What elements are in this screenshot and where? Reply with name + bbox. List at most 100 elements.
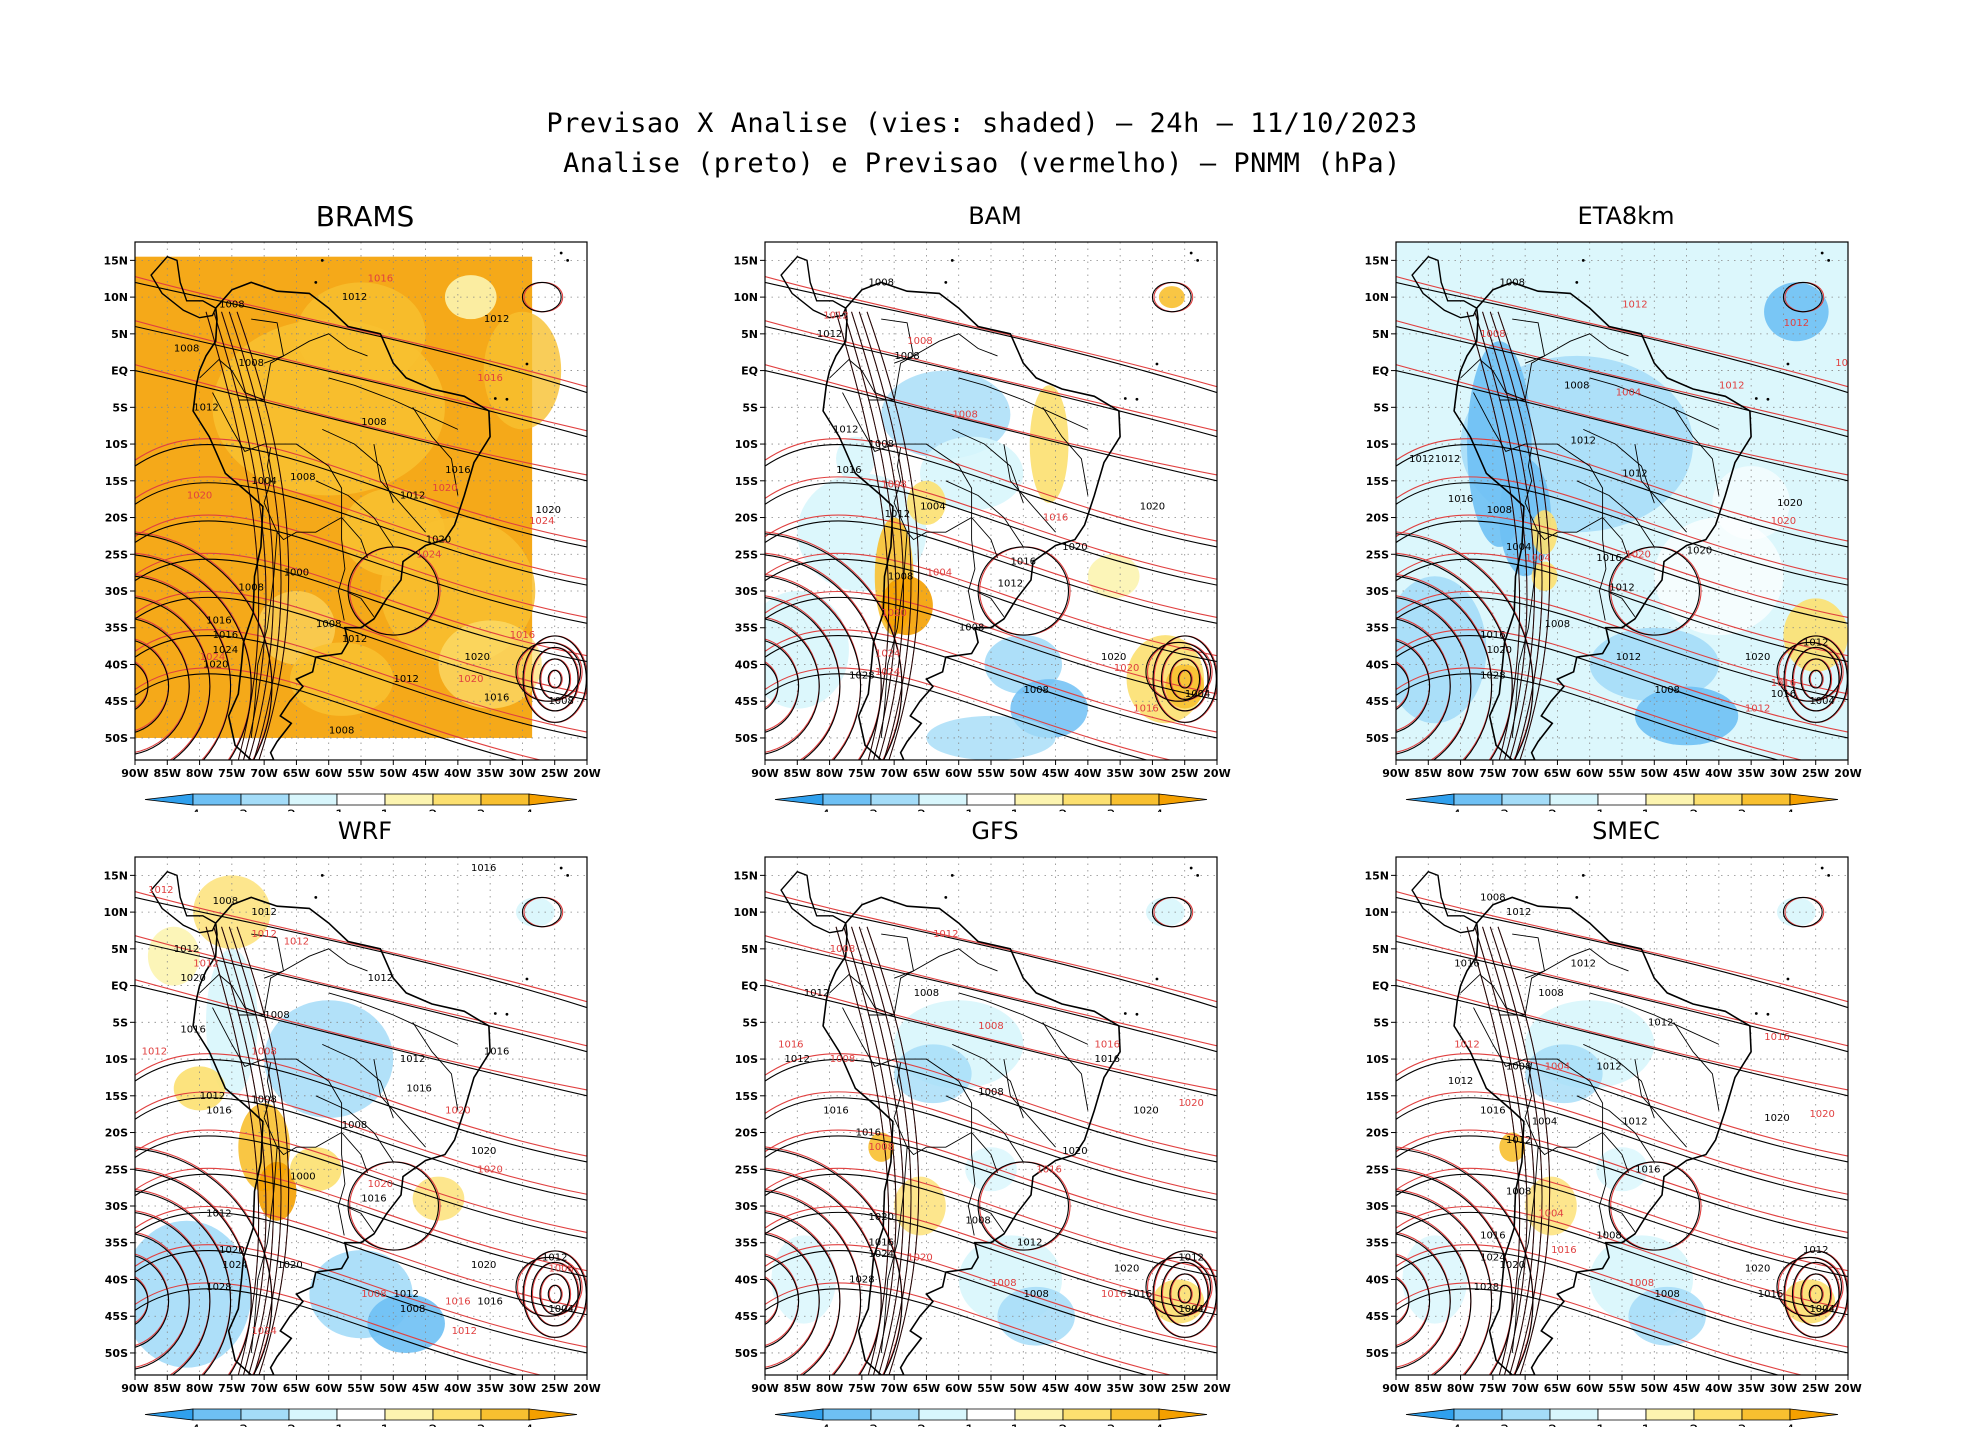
isobar-analysis: [1791, 1261, 1840, 1327]
contour-label: 1004: [251, 476, 276, 487]
isobar-analysis: [135, 1211, 587, 1316]
x-tick-label: 85W: [1415, 1382, 1442, 1395]
contour-label: 1008: [329, 726, 354, 737]
island-mark: [1155, 977, 1159, 981]
colorbar-bin: [1741, 1408, 1791, 1421]
country-border: [952, 428, 1024, 503]
island-mark: [1820, 866, 1824, 870]
contour-label: 1020: [536, 505, 561, 516]
contour-label: 1012: [484, 314, 509, 325]
colorbar-bin: [1158, 793, 1208, 806]
x-tick-label: 30W: [1139, 1382, 1166, 1395]
country-border: [412, 1022, 459, 1111]
x-tick-label: 55W: [347, 1382, 374, 1395]
colorbar-label: -4: [186, 1423, 200, 1427]
isobar-analysis: [135, 662, 149, 711]
isobar-analysis: [1497, 311, 1551, 760]
x-tick-label: 25W: [1171, 1382, 1198, 1395]
coastline-central-america: [150, 870, 217, 934]
island-mark: [1754, 397, 1758, 400]
bias-region: [1029, 385, 1069, 503]
y-tick-label: 50S: [105, 732, 128, 745]
isobar-forecast: [135, 1167, 587, 1272]
x-tick-label: 80W: [816, 767, 843, 780]
contour-label: 1020: [1178, 1098, 1203, 1109]
isobar-forecast: [765, 438, 1217, 542]
contour-label: 1020: [1500, 1260, 1525, 1271]
isobar-forecast: [765, 1282, 1173, 1375]
country-border: [1525, 1058, 1629, 1174]
y-tick-label: 10S: [1366, 438, 1389, 451]
coastline-south-america: [822, 896, 1121, 1375]
isobar-analysis: [135, 1190, 232, 1375]
x-tick-label: 75W: [848, 1382, 875, 1395]
bias-region: [289, 1147, 342, 1192]
contour-label: 1020: [1140, 502, 1165, 513]
contour-label: 1012: [400, 490, 425, 501]
isobar-analysis: [1396, 618, 1451, 755]
bias-region: [1783, 598, 1848, 672]
country-border: [1598, 517, 1607, 621]
y-tick-label: 45S: [1366, 695, 1389, 708]
x-tick-label: 20W: [1834, 1382, 1861, 1395]
isobar-analysis: [765, 640, 800, 733]
isobar-forecast: [765, 276, 1217, 388]
isobar-analysis: [228, 311, 282, 760]
contour-label: 1016: [206, 615, 231, 626]
country-border: [373, 444, 426, 533]
x-tick-label: 80W: [186, 1382, 213, 1395]
bias-region: [515, 897, 555, 927]
isobar-analysis: [135, 558, 587, 663]
y-tick-label: 40S: [1366, 1273, 1389, 1286]
country-border: [337, 1132, 346, 1236]
y-tick-label: EQ: [741, 980, 758, 993]
colorbar-label: 1: [381, 1423, 390, 1427]
contour-label: 1012: [1571, 435, 1596, 446]
isobar-analysis: [1177, 669, 1192, 689]
island-mark: [1820, 251, 1824, 255]
isobar-analysis: [1396, 662, 1410, 711]
country-border: [1511, 532, 1539, 739]
isobar-analysis: [1396, 1097, 1848, 1201]
isobar-analysis: [530, 1261, 579, 1327]
colorbar-label: 1: [381, 808, 390, 812]
country-border: [842, 392, 895, 452]
country-border: [893, 1062, 902, 1118]
country-border: [1525, 443, 1629, 559]
contour-label: 1008: [888, 571, 913, 582]
y-tick-label: 20S: [735, 1127, 758, 1140]
isobar-analysis: [1800, 658, 1832, 701]
isobar-analysis: [1396, 896, 1848, 1009]
colorbar-bin: [1062, 793, 1112, 806]
colorbar-label: -4: [1447, 808, 1461, 812]
isobar-forecast: [1396, 1091, 1848, 1195]
colorbar-label: -2: [282, 1423, 296, 1427]
x-tick-label: 55W: [1608, 767, 1635, 780]
colorbar-label: -2: [912, 1423, 926, 1427]
isobar-analysis: [765, 1277, 779, 1326]
contour-label: 1012: [833, 424, 858, 435]
x-tick-label: 90W: [1382, 1382, 1409, 1395]
country-border: [315, 1095, 394, 1163]
isobar-analysis: [1396, 1190, 1493, 1375]
contour-label: 1008: [251, 1094, 276, 1105]
x-tick-label: 90W: [1382, 767, 1409, 780]
y-tick-label: 20S: [1366, 512, 1389, 525]
isobar-analysis: [765, 1059, 1217, 1163]
contour-label: 1016: [1101, 1289, 1126, 1300]
x-tick-label: 20W: [573, 767, 600, 780]
island-mark: [320, 258, 324, 262]
isobar-analysis: [515, 641, 582, 702]
contour-label: 1008: [978, 1087, 1003, 1098]
colorbar-bin: [774, 793, 824, 806]
island-mark: [314, 281, 318, 284]
isobar-analysis: [135, 1277, 149, 1326]
country-border: [868, 948, 998, 1016]
isobar-analysis: [765, 1255, 800, 1348]
isobar-analysis: [765, 662, 779, 711]
colorbar-bin: [144, 793, 194, 806]
contour-label: 1020: [1771, 516, 1796, 527]
colorbar-bin: [1062, 1408, 1112, 1421]
country-border: [1042, 407, 1089, 496]
isobar-analysis: [765, 520, 1217, 624]
